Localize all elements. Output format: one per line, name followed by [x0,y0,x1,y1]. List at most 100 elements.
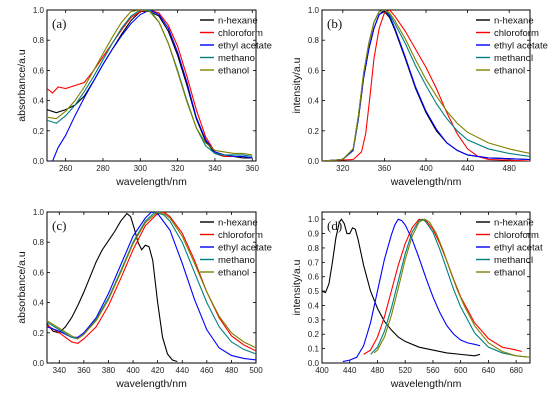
series-line-ethanol [47,212,256,349]
legend-label: n-hexane [218,218,258,229]
y-tick-label: 0.5 [308,287,320,296]
x-tick-label: 260 [59,164,73,173]
x-axis-label: wavelength/nm [390,378,462,390]
y-tick-label: 0.0 [308,359,320,368]
x-tick-label: 480 [225,366,239,375]
x-tick-label: 460 [200,366,214,375]
y-tick-label: 0.0 [308,157,320,166]
x-tick-label: 320 [336,164,350,173]
x-axis-label: wavelength/nm [115,378,187,390]
y-tick-label: 0.8 [308,244,320,253]
x-tick-label: 380 [102,366,116,375]
x-tick-label: 340 [53,366,67,375]
y-tick-label: 0.3 [308,316,320,325]
series-line-methanol [47,10,253,158]
legend-label: ethyl acetate [494,41,548,52]
legend-label: ethyl acetate [218,41,272,52]
panel-label: (a) [52,16,66,31]
x-tick-label: 640 [482,366,496,375]
y-tick-label: 0.7 [308,258,320,267]
y-tick-label: 1.0 [308,215,320,224]
x-tick-label: 440 [343,366,357,375]
legend-label: ethanol [218,268,249,279]
panel-label: (c) [52,218,66,233]
series-line-n-hexane [322,218,481,357]
series-line-ethyl-acetat [342,218,481,363]
y-tick-label: 0.8 [33,36,45,45]
x-tick-label: 400 [419,164,433,173]
x-tick-label: 340 [208,164,222,173]
x-tick-label: 480 [503,164,517,173]
x-tick-label: 680 [509,366,523,375]
series-line-ethanol [373,218,530,358]
y-tick-label: 1.0 [308,6,320,15]
legend-label: chloroform [494,230,539,241]
x-tick-label: 300 [134,164,148,173]
legend-label: ethanol [494,66,525,77]
panel-label: (b) [327,16,342,31]
panel-a: 260 280 300 320 340 360 0.0 0.2 0.4 0.6 0.8 1.0 (a) n… [16,6,272,188]
legend-label: ethanol [218,66,249,77]
panel-b: 320 360 400 440 480 0.0 0.2 0.4 0.6 0.8 1.0 (b) n-he… [291,6,548,188]
panel-label: (d) [327,218,342,233]
legend-label: chloroform [218,28,263,39]
y-tick-label: 0.9 [308,230,320,239]
legend-label: n-hexane [494,16,534,27]
x-tick-label: 600 [454,366,468,375]
series-line-chloroform [322,10,530,161]
y-tick-label: 0.1 [308,345,320,354]
y-tick-label: 0.8 [33,238,45,247]
series-line-ethanol [47,10,253,156]
y-tick-label: 0.2 [308,127,320,136]
y-tick-label: 0.2 [33,329,45,338]
y-tick-label: 0.4 [33,299,45,308]
x-tick-label: 480 [371,366,385,375]
y-tick-label: 0.0 [33,157,45,166]
series-line-ethanol [322,10,530,161]
legend-label: ethyl acetate [218,243,272,254]
y-tick-label: 0.4 [308,97,320,106]
x-tick-label: 360 [378,164,392,173]
y-tick-label: 0.8 [308,36,320,45]
legend-label: ethanol [494,268,525,279]
x-tick-label: 400 [126,366,140,375]
x-tick-label: 440 [176,366,190,375]
y-tick-label: 1.0 [33,6,45,15]
y-axis-label: intensity/a.u [291,57,303,113]
legend-label: methanol [218,255,257,266]
x-tick-label: 360 [77,366,91,375]
legend-label: n-hexane [494,218,534,229]
y-tick-label: 0.0 [33,359,45,368]
x-tick-label: 400 [315,366,329,375]
series-line-methanol [370,218,530,358]
y-axis-label: absorbance/a.u [16,251,28,324]
series-line-chloroform [363,218,522,355]
panel-d: 400 440 480 520 560 600 640 680 0.0 0.1 0.2 0.3 0.4 0… [291,211,543,390]
series-line-ethyl-acetate [52,10,253,161]
x-axis-label: wavelength/nm [115,176,187,188]
panel-c: 340 360 380 400 420 440 460 480 500 0.0 0.2 0.4 0.6 0… [16,208,272,390]
legend-label: methanol [218,53,257,64]
plot-frame [46,9,257,162]
legend-label: chloroform [494,28,539,39]
y-tick-label: 0.2 [33,127,45,136]
y-axis-label: intensity/a.u [291,259,303,315]
legend-label: chloroform [218,230,263,241]
x-tick-label: 360 [246,164,260,173]
legend-label: methanol [494,53,533,64]
x-tick-label: 500 [249,366,263,375]
legend-label: methanol [494,255,533,266]
x-axis-label: wavelength/nm [390,176,462,188]
x-tick-label: 560 [426,366,440,375]
x-tick-label: 440 [461,164,475,173]
series-line-ethyl-acetate [47,212,256,361]
y-tick-label: 0.4 [33,97,45,106]
x-tick-label: 520 [399,366,413,375]
series-line-chloroform [47,10,234,158]
legend-label: ethyl acetat [494,243,543,254]
